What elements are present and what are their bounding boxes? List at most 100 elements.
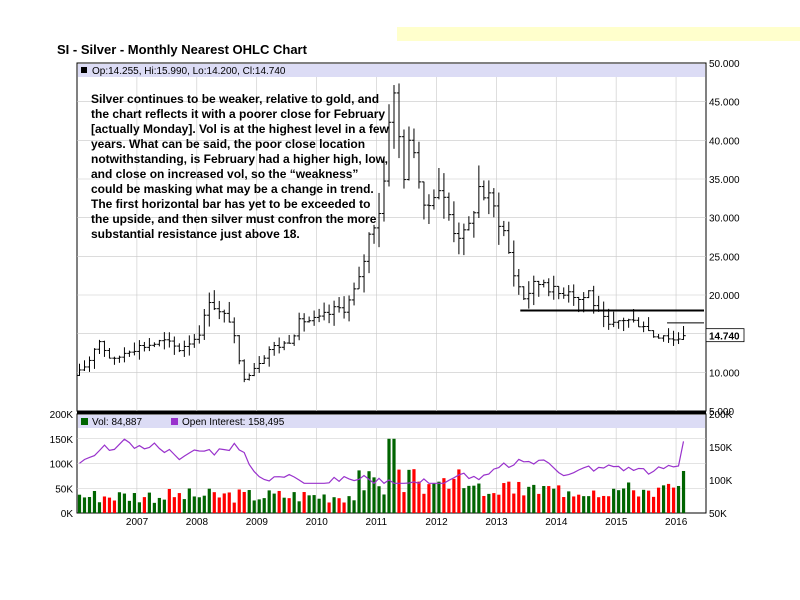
volume-bar bbox=[617, 490, 621, 513]
volume-bar bbox=[302, 492, 306, 513]
volume-bar bbox=[77, 494, 82, 513]
volume-bar bbox=[412, 469, 416, 513]
volume-tick-label: 100K bbox=[50, 460, 74, 471]
volume-bar bbox=[532, 484, 536, 513]
volume-bar bbox=[282, 497, 286, 513]
volume-bar bbox=[317, 498, 321, 513]
price-tick-label: 45.000 bbox=[709, 98, 740, 109]
volume-bar bbox=[407, 469, 411, 513]
price-tick-label: 35.000 bbox=[709, 175, 740, 186]
volume-bar bbox=[162, 499, 166, 513]
volume-bar bbox=[142, 497, 146, 513]
volume-tick-label: 50K bbox=[55, 484, 73, 495]
volume-bar bbox=[347, 496, 351, 513]
vol-marker-icon bbox=[81, 418, 88, 425]
volume-bar bbox=[512, 493, 516, 513]
volume-bar bbox=[342, 502, 346, 513]
volume-bar bbox=[602, 495, 606, 513]
open-interest-tick-label: 100K bbox=[709, 476, 733, 487]
open-interest-tick-label: 150K bbox=[709, 443, 733, 454]
volume-bar bbox=[557, 485, 561, 513]
volume-bar bbox=[627, 482, 631, 513]
volume-bar bbox=[207, 488, 211, 513]
price-tick-label: 30.000 bbox=[709, 214, 740, 225]
volume-bar bbox=[277, 490, 281, 513]
volume-bar bbox=[522, 495, 526, 513]
volume-bar bbox=[237, 489, 241, 513]
volume-bar bbox=[442, 478, 446, 513]
volume-bar bbox=[402, 492, 406, 513]
volume-bar bbox=[572, 496, 576, 513]
open-interest-header: Open Interest: 158,495 bbox=[182, 417, 285, 428]
volume-bar bbox=[327, 502, 331, 513]
volume-bar bbox=[217, 497, 221, 513]
year-tick-label: 2009 bbox=[246, 517, 269, 528]
volume-bar bbox=[502, 483, 506, 513]
volume-tick-label: 0K bbox=[61, 509, 74, 520]
volume-bar bbox=[497, 494, 501, 513]
year-tick-label: 2008 bbox=[186, 517, 209, 528]
volume-bar bbox=[492, 493, 496, 513]
volume-bar bbox=[582, 496, 586, 513]
volume-bar bbox=[192, 496, 196, 513]
volume-bar bbox=[262, 498, 266, 513]
volume-bar bbox=[382, 494, 386, 513]
volume-bar bbox=[597, 497, 601, 513]
volume-header-band bbox=[78, 415, 705, 428]
volume-bar bbox=[297, 501, 301, 513]
volume-bar bbox=[307, 495, 311, 513]
price-tick-label: 25.000 bbox=[709, 252, 740, 263]
oi-marker-icon bbox=[171, 418, 178, 425]
volume-bar bbox=[552, 488, 556, 513]
volume-bar bbox=[432, 483, 436, 513]
volume-bar bbox=[457, 469, 461, 513]
volume-bar bbox=[467, 485, 471, 513]
volume-bar bbox=[107, 497, 112, 513]
volume-bar bbox=[487, 493, 491, 513]
volume-bar bbox=[257, 499, 261, 513]
volume-bar bbox=[97, 502, 102, 513]
open-interest-tick-label: 200K bbox=[709, 410, 733, 421]
volume-bar bbox=[447, 488, 451, 513]
volume-bar bbox=[172, 497, 176, 513]
volume-bar bbox=[656, 487, 661, 513]
volume-bar bbox=[422, 493, 426, 513]
year-tick-label: 2012 bbox=[425, 517, 448, 528]
volume-bar bbox=[507, 481, 511, 513]
volume-bar bbox=[267, 490, 271, 513]
volume-bar bbox=[212, 492, 216, 513]
open-interest-line bbox=[79, 438, 685, 485]
price-header-marker bbox=[81, 67, 87, 73]
price-tick-label: 40.000 bbox=[709, 136, 740, 147]
volume-bar bbox=[437, 481, 441, 513]
volume-bar bbox=[117, 492, 122, 513]
volume-bar bbox=[227, 492, 231, 513]
year-tick-label: 2013 bbox=[485, 517, 508, 528]
volume-bar bbox=[676, 485, 681, 513]
price-tick-label: 50.000 bbox=[709, 59, 740, 70]
price-plot-frame bbox=[76, 62, 707, 412]
volume-bar bbox=[542, 486, 546, 513]
year-tick-label: 2014 bbox=[545, 517, 568, 528]
volume-bar bbox=[272, 493, 276, 513]
volume-bar bbox=[202, 495, 206, 513]
volume-bar bbox=[641, 489, 646, 513]
volume-bar bbox=[357, 470, 361, 513]
volume-bar bbox=[372, 477, 376, 513]
volume-bar bbox=[612, 488, 616, 513]
volume-bar bbox=[607, 496, 611, 513]
year-tick-label: 2016 bbox=[665, 517, 688, 528]
volume-bar bbox=[132, 493, 137, 513]
volume-bar bbox=[292, 492, 296, 513]
volume-bar bbox=[592, 490, 596, 513]
volume-bar bbox=[337, 498, 341, 513]
volume-bar bbox=[182, 499, 186, 513]
volume-bar bbox=[222, 493, 226, 513]
price-panel: 5.00010.00015.00020.00025.00030.00035.00… bbox=[76, 59, 745, 418]
volume-bar bbox=[167, 488, 171, 513]
volume-bar bbox=[482, 495, 486, 513]
chart-title: SI - Silver - Monthly Nearest OHLC Chart bbox=[57, 42, 307, 57]
volume-bar bbox=[462, 488, 466, 513]
price-header-band bbox=[78, 64, 705, 77]
